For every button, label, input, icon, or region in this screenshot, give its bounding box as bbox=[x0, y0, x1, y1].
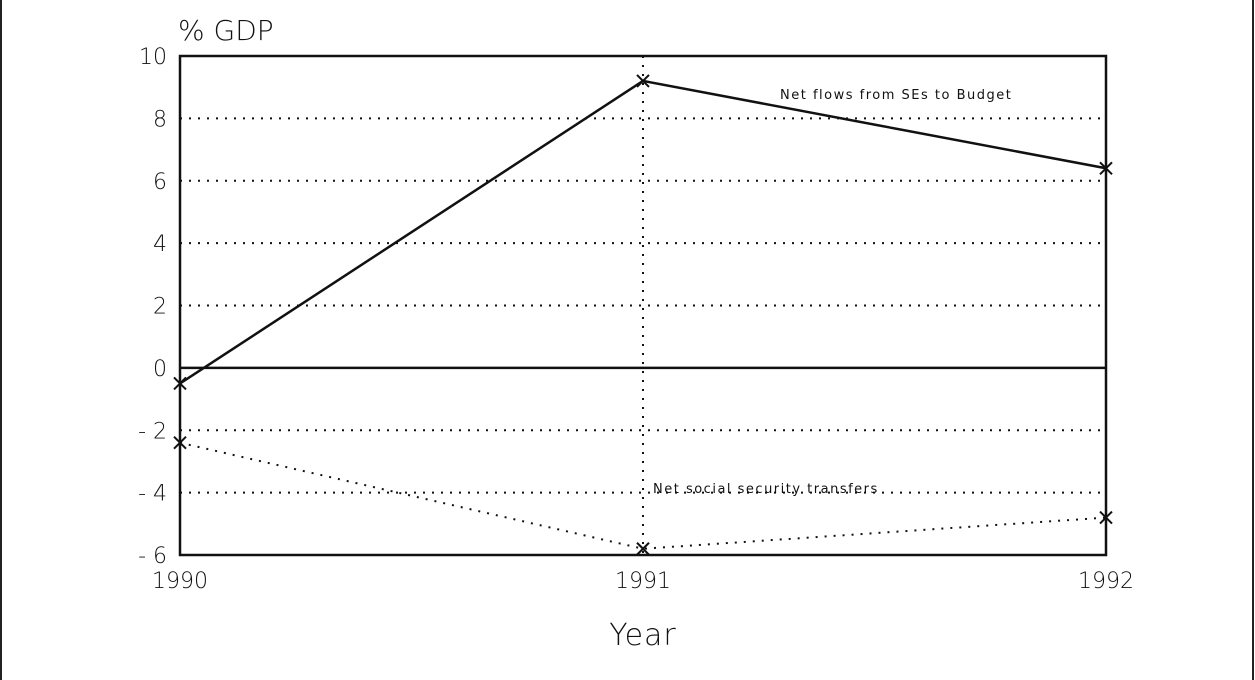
series-line-social-security bbox=[179, 441, 1107, 550]
data-point-marker bbox=[636, 542, 650, 556]
x-tick-label: 1990 bbox=[152, 569, 208, 594]
y-tick-label: - 4 bbox=[138, 482, 167, 507]
plot-area-frame bbox=[178, 54, 1108, 557]
y-tick-label: 10 bbox=[139, 45, 167, 70]
data-point-marker bbox=[173, 436, 187, 450]
x-axis-title: Year bbox=[609, 618, 677, 653]
x-tick-labels: 1990 1991 1992 bbox=[152, 569, 1134, 594]
data-point-marker bbox=[1099, 161, 1113, 175]
data-point-marker bbox=[173, 376, 187, 391]
series-label-net-flows: Net flows from SEs to Budget bbox=[780, 88, 1012, 103]
y-tick-label: 2 bbox=[153, 295, 167, 320]
x-tick-label: 1992 bbox=[1078, 569, 1134, 594]
data-markers bbox=[173, 74, 1113, 556]
y-tick-label: 4 bbox=[153, 232, 167, 257]
y-tick-label: - 2 bbox=[138, 419, 167, 444]
grid-lines bbox=[180, 56, 1106, 555]
y-tick-label: 8 bbox=[153, 107, 167, 132]
x-tick-label: 1991 bbox=[615, 569, 671, 594]
y-tick-label: 0 bbox=[153, 357, 167, 382]
series-group bbox=[179, 79, 1107, 550]
y-axis-unit-label: % GDP bbox=[178, 14, 274, 47]
y-tick-labels: 10 8 6 4 2 0 - 2 - 4 - 6 bbox=[138, 45, 167, 569]
series-line-net-flows bbox=[179, 79, 1107, 385]
y-tick-label: - 6 bbox=[138, 544, 167, 569]
data-point-marker bbox=[636, 74, 650, 88]
series-label-social-security: Net social security transfers bbox=[653, 482, 879, 497]
data-point-marker bbox=[1099, 510, 1113, 525]
y-tick-label: 6 bbox=[153, 170, 167, 195]
